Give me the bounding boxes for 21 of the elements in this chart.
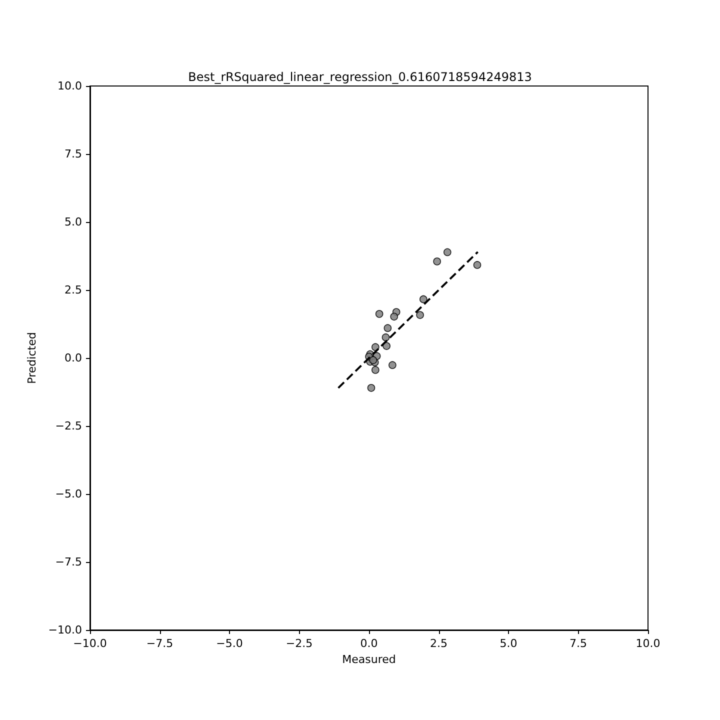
x-tick-label: 7.5 bbox=[570, 637, 587, 650]
y-tick-label: 5.0 bbox=[64, 216, 82, 228]
chart-title: Best_rRSquared_linear_regression_0.6160718594249813 bbox=[188, 70, 532, 84]
y-axis-title: Predicted bbox=[25, 332, 38, 384]
y-tick-label: −5.0 bbox=[55, 488, 82, 500]
x-tick-label: 10.0 bbox=[636, 637, 660, 650]
y-tick-label: 0.0 bbox=[64, 352, 82, 364]
x-tick-label: −5.0 bbox=[216, 637, 243, 650]
y-tick-label: 7.5 bbox=[64, 148, 82, 160]
y-tick-label: −7.5 bbox=[55, 556, 82, 568]
y-tick-label: 2.5 bbox=[64, 284, 82, 296]
x-tick-label: −10.0 bbox=[73, 637, 107, 650]
y-tick-label: 10.0 bbox=[58, 80, 82, 92]
x-tick-label: −2.5 bbox=[286, 637, 313, 650]
y-tick-label: −2.5 bbox=[55, 420, 82, 432]
x-tick-label: −7.5 bbox=[146, 637, 174, 650]
x-tick-label: 2.5 bbox=[430, 637, 448, 650]
x-axis-title: Measured bbox=[342, 652, 396, 666]
y-tick-label: −10.0 bbox=[48, 624, 82, 636]
x-tick-label: 0.0 bbox=[360, 637, 378, 650]
x-tick-label: 5.0 bbox=[500, 637, 518, 650]
